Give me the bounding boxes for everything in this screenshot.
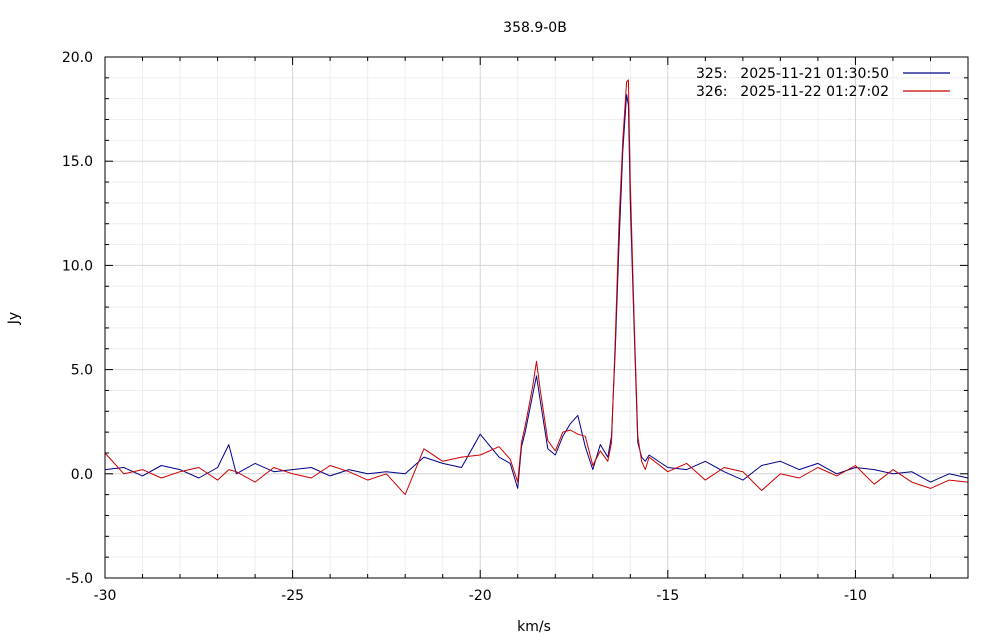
x-tick-label: -30 [94,588,117,604]
y-tick-label: -5.0 [66,571,93,587]
legend-label: 2025-11-21 01:30:50 [740,66,889,82]
axis-ticks [104,56,969,579]
series-line-1 [104,94,969,489]
y-tick-labels: -5.0 0.0 5.0 10.0 15.0 20.0 [62,50,93,587]
legend-label: 2025-11-22 01:27:02 [740,84,889,100]
x-tick-label: -10 [844,588,867,604]
grid [104,56,969,579]
legend: 325: 2025-11-21 01:30:50 326: 2025-11-22 01… [696,66,950,100]
x-tick-label: -15 [656,588,679,604]
series-line-2 [104,79,969,496]
x-tick-label: -25 [281,588,304,604]
legend-id: 325: [696,66,727,82]
chart-title: 358.9-0B [503,20,567,36]
series-layer [104,79,969,496]
y-tick-label: 5.0 [71,363,93,379]
y-axis-label: Jy [6,312,22,325]
legend-id: 326: [696,84,727,100]
y-tick-label: 0.0 [71,467,93,483]
y-tick-label: 10.0 [62,258,93,274]
y-tick-label: 20.0 [62,50,93,66]
y-tick-label: 15.0 [62,154,93,170]
plot-frame [104,56,969,579]
x-axis-label: km/s [517,619,551,635]
x-tick-labels: -30 -25 -20 -15 -10 [94,588,867,604]
x-tick-label: -20 [469,588,492,604]
